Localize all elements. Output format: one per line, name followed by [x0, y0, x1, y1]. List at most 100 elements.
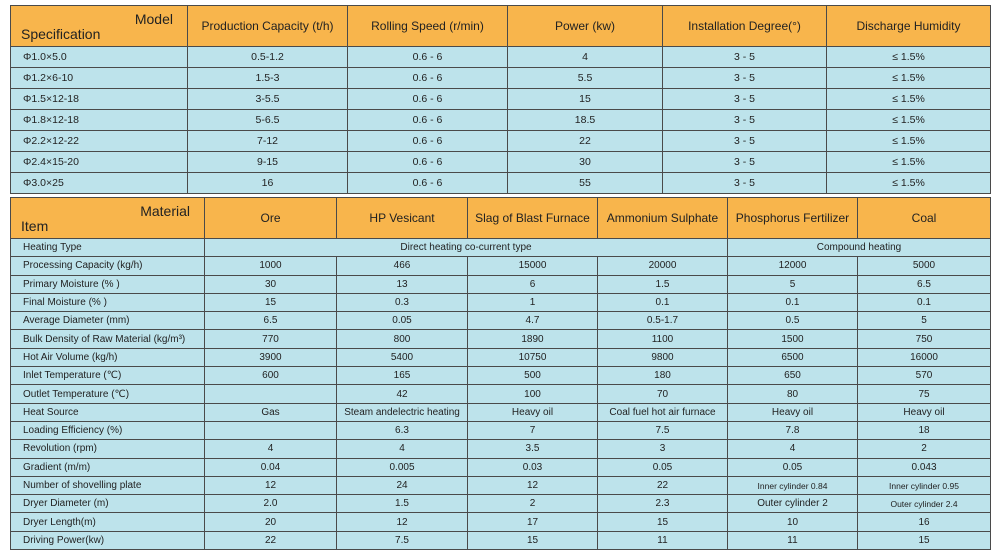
cell: 0.6 - 6	[347, 130, 508, 152]
column-header: Coal	[857, 197, 991, 239]
data-row: Loading Efficiency (%) 6.3 7 7.5 7.8 18	[10, 420, 991, 441]
data-row: Average Diameter (mm) 6.5 0.05 4.7 0.5-1.7 0.…	[10, 311, 991, 331]
cell: 16	[857, 512, 991, 532]
row-label: Dryer Length(m)	[10, 512, 205, 532]
row-label: Φ1.2×6-10	[10, 67, 188, 89]
cell: 100	[467, 384, 598, 404]
cell: 7	[467, 420, 598, 441]
cell: 16000	[857, 347, 991, 368]
cell: 1	[467, 292, 598, 313]
cell: 75	[857, 384, 991, 404]
cell: Heavy oil	[857, 402, 991, 422]
cell: 570	[857, 366, 991, 386]
data-row: Φ2.4×15-20 9-15 0.6 - 6 30 3 - 5 ≤ 1.5%	[10, 151, 991, 173]
cell: 600	[204, 366, 337, 386]
cell: 15000	[467, 256, 598, 276]
row-label: Gradient (m/m)	[10, 457, 205, 477]
data-row: Gradient (m/m) 0.04 0.005 0.03 0.05 0.05 0.043	[10, 457, 991, 477]
row-label: Φ1.8×12-18	[10, 109, 188, 131]
cell: ≤ 1.5%	[826, 130, 991, 152]
corner-top: Model	[134, 11, 173, 27]
cell: 4	[204, 439, 337, 459]
cell: 750	[857, 329, 991, 349]
cell: 2	[857, 439, 991, 459]
header-row: Model Specification Production Capacity (t…	[10, 5, 991, 47]
cell: 0.05	[597, 457, 728, 477]
row-label: Heat Source	[10, 402, 205, 422]
cell: 0.005	[336, 457, 468, 477]
cell: 15	[507, 88, 663, 110]
cell: ≤ 1.5%	[826, 151, 991, 173]
cell: 70	[597, 384, 728, 404]
cell: Direct heating co-current type	[204, 237, 728, 258]
cell: 7.5	[597, 420, 728, 441]
cell: ≤ 1.5%	[826, 172, 991, 194]
column-header: HP Vesicant	[336, 197, 468, 239]
cell: 24	[336, 475, 468, 496]
material-table: Material Item Ore HP Vesicant Slag of Blast …	[10, 197, 991, 551]
row-label: Φ2.4×15-20	[10, 151, 188, 173]
row-label: Inlet Temperature (℃)	[10, 366, 205, 386]
cell: 20	[204, 512, 337, 532]
cell: 3 - 5	[662, 46, 827, 68]
corner-cell: Model Specification	[10, 5, 188, 47]
cell: 0.03	[467, 457, 598, 477]
cell: 0.05	[336, 311, 468, 331]
data-row: Revolution (rpm) 4 4 3.5 3 4 2	[10, 439, 991, 459]
cell: 0.1	[727, 292, 858, 313]
cell: 15	[597, 512, 728, 532]
cell: ≤ 1.5%	[826, 46, 991, 68]
cell: 7-12	[187, 130, 348, 152]
row-label: Final Moisture (% )	[10, 292, 205, 313]
cell	[204, 420, 337, 441]
data-row: Processing Capacity (kg/h) 1000 466 15000 20…	[10, 256, 991, 276]
cell: 0.6 - 6	[347, 172, 508, 194]
data-row: Dryer Diameter (m) 2.0 1.5 2 2.3 Outer cylind…	[10, 494, 991, 514]
cell: 5-6.5	[187, 109, 348, 131]
cell: Heavy oil	[467, 402, 598, 422]
corner-top: Material	[140, 203, 190, 219]
row-label: Revolution (rpm)	[10, 439, 205, 459]
data-row: Heat Source Gas Steam andelectric heating H…	[10, 402, 991, 422]
cell: 3 - 5	[662, 172, 827, 194]
cell: 770	[204, 329, 337, 349]
corner-bottom: Item	[21, 218, 49, 234]
cell: 650	[727, 366, 858, 386]
cell: 1890	[467, 329, 598, 349]
cell: ≤ 1.5%	[826, 109, 991, 131]
data-row: Outlet Temperature (℃) 42 100 70 80 75	[10, 384, 991, 404]
cell: 0.6 - 6	[347, 151, 508, 173]
data-row: Φ2.2×12-22 7-12 0.6 - 6 22 3 - 5 ≤ 1.5%	[10, 130, 991, 152]
column-header: Production Capacity (t/h)	[187, 5, 348, 47]
cell: 22	[597, 475, 728, 496]
data-row: Φ1.8×12-18 5-6.5 0.6 - 6 18.5 3 - 5 ≤ 1.5%	[10, 109, 991, 131]
row-label: Driving Power(kw)	[10, 530, 205, 551]
cell: 5	[727, 274, 858, 294]
column-header: Power (kw)	[507, 5, 663, 47]
cell: 7.8	[727, 420, 858, 441]
cell: 6	[467, 274, 598, 294]
cell: 22	[204, 530, 337, 551]
cell	[204, 384, 337, 404]
cell: 5	[857, 311, 991, 331]
cell: 16	[187, 172, 348, 194]
cell: 2.0	[204, 494, 337, 514]
column-header: Ore	[204, 197, 337, 239]
cell: 3 - 5	[662, 151, 827, 173]
cell: 2.3	[597, 494, 728, 514]
cell: Outer cylinder 2	[727, 494, 858, 514]
data-row: Φ1.5×12-18 3-5.5 0.6 - 6 15 3 - 5 ≤ 1.5%	[10, 88, 991, 110]
cell: 800	[336, 329, 468, 349]
cell: 18.5	[507, 109, 663, 131]
cell: 4.7	[467, 311, 598, 331]
data-row: Driving Power(kw) 22 7.5 15 11 11 15	[10, 530, 991, 551]
cell: 4	[507, 46, 663, 68]
cell: 1.5-3	[187, 67, 348, 89]
data-row: Φ3.0×25 16 0.6 - 6 55 3 - 5 ≤ 1.5%	[10, 172, 991, 194]
cell: 80	[727, 384, 858, 404]
cell: 1000	[204, 256, 337, 276]
cell: ≤ 1.5%	[826, 88, 991, 110]
row-label: Φ1.0×5.0	[10, 46, 188, 68]
column-header: Phosphorus Fertilizer	[727, 197, 858, 239]
